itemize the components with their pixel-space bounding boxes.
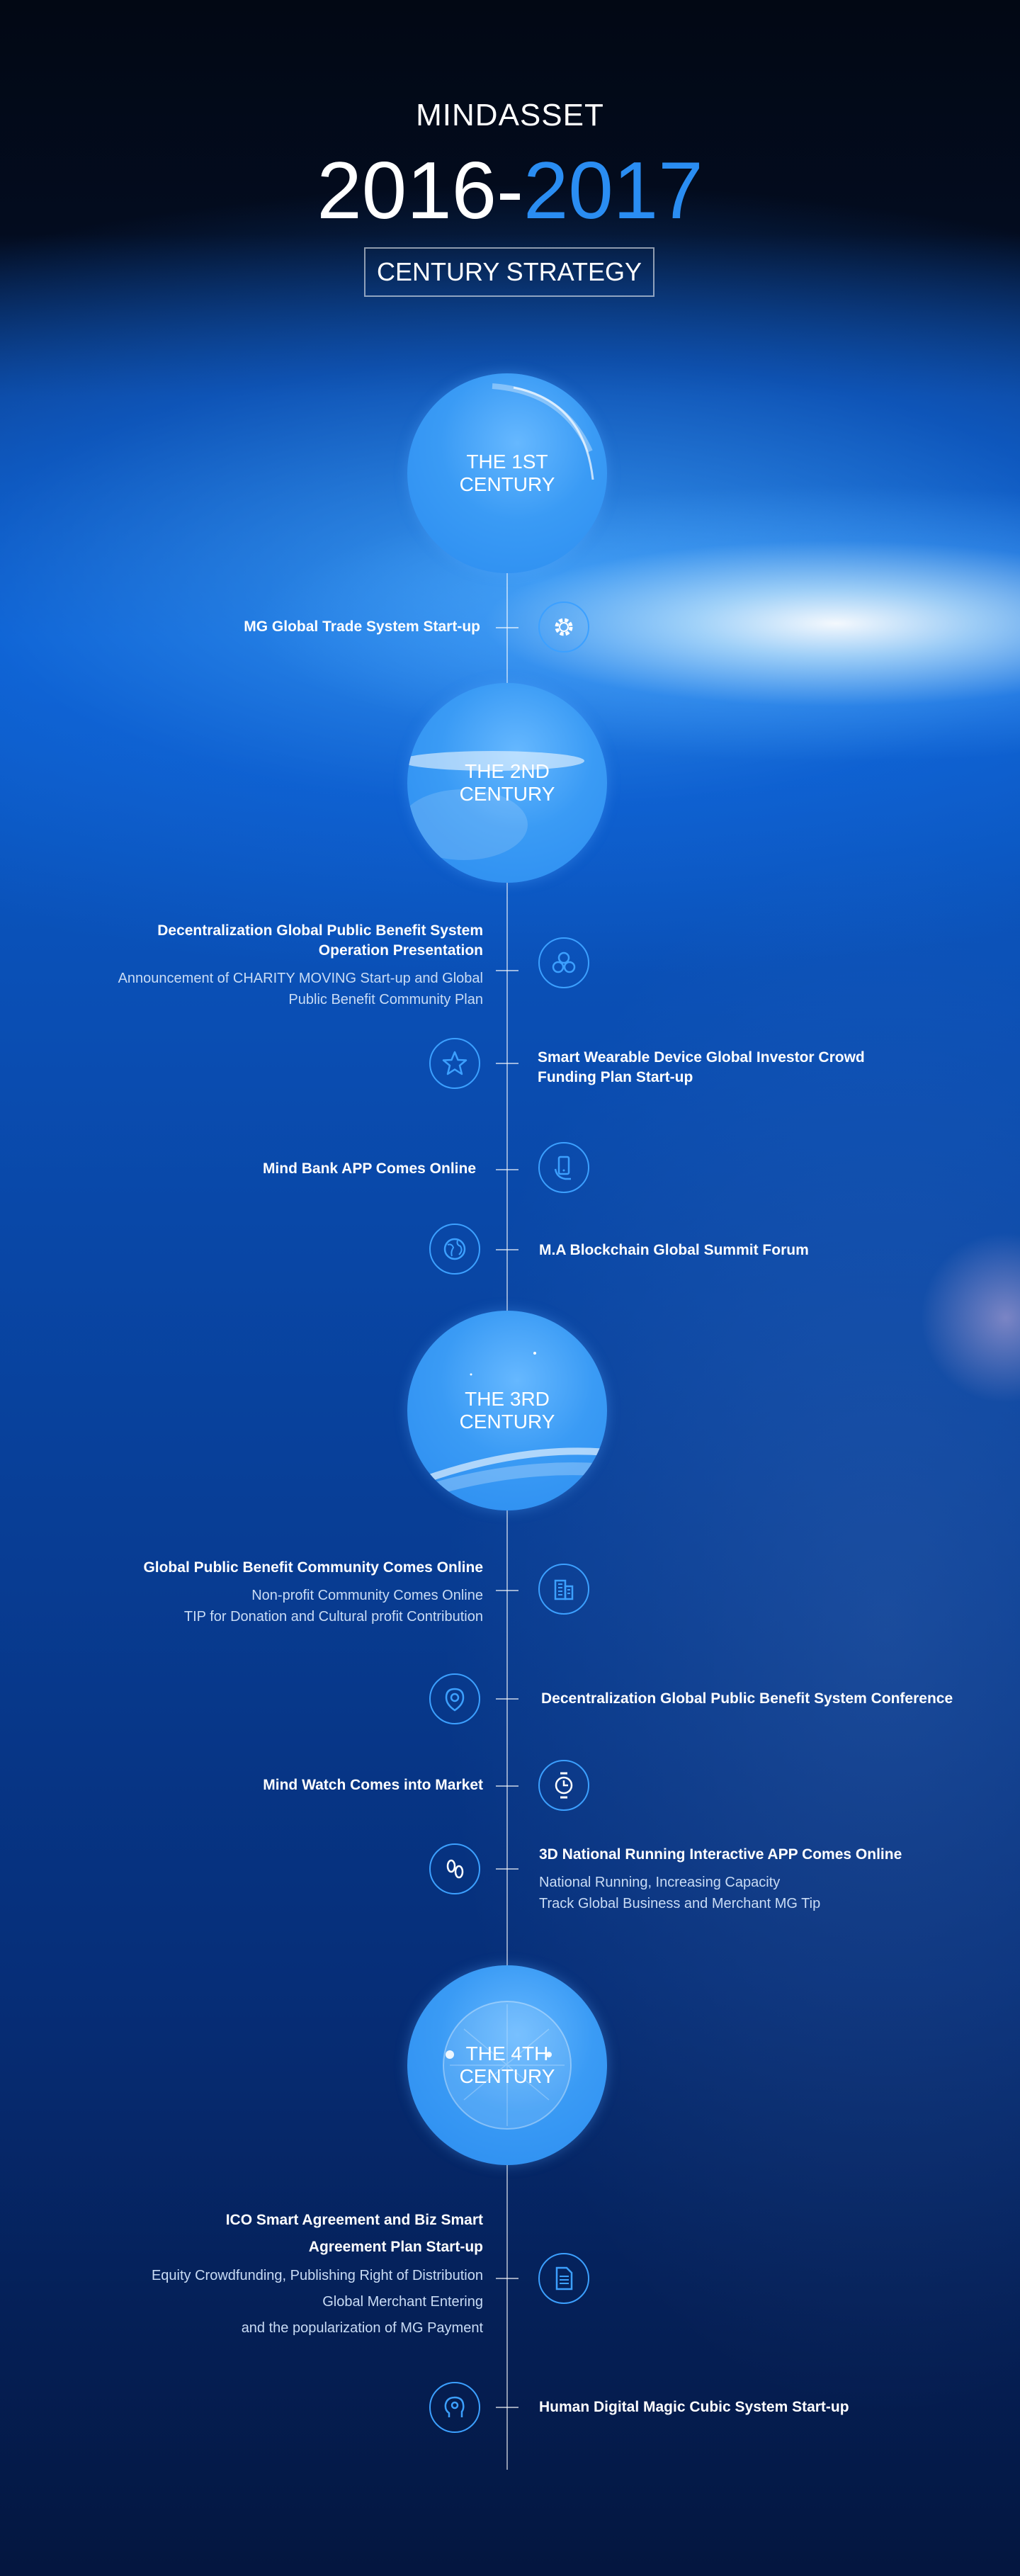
phone-hand-icon [554,1156,571,1180]
event-3-title-line1: Smart Wearable Device Global Investor Cr… [538,1049,865,1066]
event-7-icon [429,1673,480,1724]
event-6-sub-line2: TIP for Donation and Cultural profit Con… [183,1609,483,1625]
event-11-connector [496,2407,518,2408]
watch-icon [555,1772,573,1799]
event-9-title: 3D National Running Interactive APP Come… [539,1846,902,1863]
event-6-sub-line1: Non-profit Community Comes Online [251,1588,483,1603]
century-1-circle: THE 1ST CENTURY [407,373,607,573]
planet-network-decoration [443,2001,572,2130]
century-3-line2: CENTURY [459,1411,555,1433]
planet-horizon-decoration [412,1352,607,1501]
event-1-connector [496,627,518,628]
event-6-icon [538,1564,589,1615]
event-11-icon [429,2382,480,2433]
century-4-label: THE 4TH CENTURY [460,2043,555,2088]
planet-glow-decoration [407,751,584,860]
event-8-connector [496,1785,518,1787]
community-circles-icon [552,951,576,973]
event-8-text: Mind Watch Comes into Market [263,1775,483,1795]
event-7-text: Decentralization Global Public Benefit S… [541,1689,953,1709]
event-3-title-line2: Funding Plan Start-up [538,1069,693,1085]
event-4-icon [538,1142,589,1193]
event-11-text: Human Digital Magic Cubic System Start-u… [539,2397,849,2417]
event-3-text: Smart Wearable Device Global Investor Cr… [538,1048,865,1088]
brand-title: MINDASSET [416,98,604,132]
event-3-icon [429,1038,480,1089]
document-icon [555,2266,573,2290]
event-6-text: Global Public Benefit Community Comes On… [143,1558,483,1627]
event-10-connector [496,2278,518,2279]
page-header: MINDASSET 2016-2017 CENTURY STRATEGY [0,0,1020,312]
event-8-title: Mind Watch Comes into Market [263,1777,483,1793]
century-4-line2: CENTURY [459,2065,555,2087]
years-heading: 2016-2017 [0,142,1020,241]
event-1-title: MG Global Trade System Start-up [244,618,480,635]
event-3-connector [496,1063,518,1064]
footprints-icon [446,1859,464,1879]
globe-icon [443,1238,466,1260]
century-3-line1: THE 3RD [465,1388,550,1410]
event-11-title: Human Digital Magic Cubic System Start-u… [539,2399,849,2415]
century-3-circle: THE 3RD CENTURY [407,1311,607,1510]
event-9-sub-line2: Track Global Business and Merchant MG Ti… [539,1896,821,1911]
century-1-line1: THE 1ST [466,451,548,473]
century-3-label: THE 3RD CENTURY [460,1388,555,1433]
event-1-icon [538,601,589,653]
century-1-label: THE 1ST CENTURY [460,451,555,496]
century-2-label: THE 2ND CENTURY [460,760,555,806]
event-9-connector [496,1868,518,1870]
event-10-sub-line1: Equity Crowdfunding, Publishing Right of… [151,2268,483,2283]
event-6-connector [496,1590,518,1591]
event-4-title: Mind Bank APP Comes Online [262,1160,476,1177]
event-5-title: M.A Blockchain Global Summit Forum [539,1242,809,1258]
years-accent: 2017 [523,146,703,236]
planet-arc-decoration [492,383,594,480]
century-4-circle: THE 4TH CENTURY [407,1965,607,2165]
event-2-title-line2: Operation Presentation [318,942,483,959]
event-10-title-line2: Agreement Plan Start-up [308,2239,483,2255]
century-2-line1: THE 2ND [465,760,550,782]
event-2-sub-line2: Public Benefit Community Plan [288,992,483,1007]
event-4-connector [496,1169,518,1170]
event-7-connector [496,1698,518,1700]
strategy-badge: CENTURY STRATEGY [364,247,654,297]
event-5-icon [429,1224,480,1275]
gear-icon [555,618,573,636]
event-2-sub-line1: Announcement of CHARITY MOVING Start-up … [118,971,483,986]
century-1-line2: CENTURY [459,473,555,495]
event-6-title: Global Public Benefit Community Comes On… [143,1559,483,1576]
event-8-icon [538,1760,589,1811]
event-9-icon [429,1843,480,1894]
timeline-line [506,567,508,2470]
event-2-connector [496,970,518,971]
event-5-text: M.A Blockchain Global Summit Forum [539,1241,809,1260]
event-2-text: Decentralization Global Public Benefit S… [118,921,483,1010]
target-icon [445,1688,465,1712]
event-5-connector [496,1249,518,1250]
building-icon [554,1579,574,1600]
event-10-icon [538,2253,589,2304]
event-2-title-line1: Decentralization Global Public Benefit S… [157,922,483,939]
head-gear-icon [444,2396,465,2417]
century-4-line1: THE 4TH [465,2043,549,2064]
century-2-line2: CENTURY [459,783,555,805]
century-2-circle: THE 2ND CENTURY [407,683,607,883]
event-7-title: Decentralization Global Public Benefit S… [541,1690,953,1707]
event-4-text: Mind Bank APP Comes Online [263,1159,476,1179]
star-icon [442,1051,468,1075]
event-10-text: ICO Smart Agreement and Biz Smart Agreem… [152,2210,483,2341]
event-9-sub-line1: National Running, Increasing Capacity [539,1875,781,1890]
event-2-icon [538,937,589,988]
years-main: 2016- [317,146,523,236]
event-10-sub-line2: Global Merchant Entering [322,2294,483,2310]
event-9-text: 3D National Running Interactive APP Come… [539,1845,902,1914]
event-1-text: MG Global Trade System Start-up [244,617,480,637]
event-10-title-line1: ICO Smart Agreement and Biz Smart [225,2212,483,2228]
event-10-sub-line3: and the popularization of MG Payment [241,2320,483,2336]
